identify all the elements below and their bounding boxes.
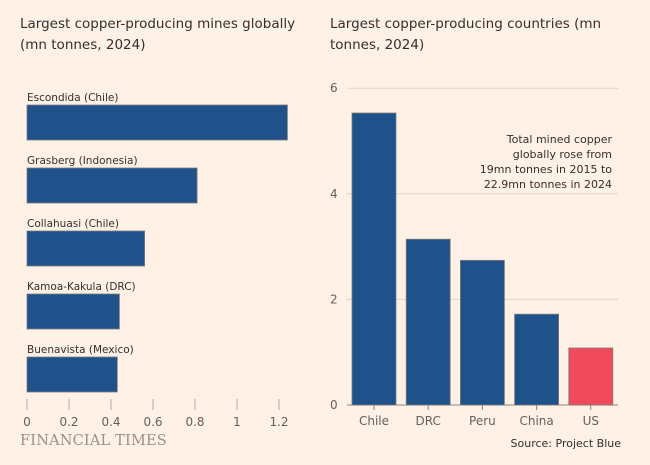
bar: [568, 347, 614, 406]
bar-label: Buenavista (Mexico): [27, 344, 134, 356]
x-tick-label: 1: [233, 415, 241, 429]
annotation-line: 19mn tonnes in 2015 to: [480, 163, 612, 176]
annotation-line: Total mined copper: [506, 133, 613, 146]
x-tick-label: Peru: [469, 414, 496, 428]
x-tick-label: 0.2: [59, 415, 78, 429]
countries-chart-title: Largest copper-producing countries (mn t…: [330, 16, 602, 53]
y-tick-label: 4: [330, 187, 338, 201]
y-tick-label: 2: [330, 292, 338, 306]
bar-label: Collahuasi (Chile): [27, 218, 119, 230]
x-tick-label: Chile: [359, 414, 389, 428]
bar: [26, 293, 120, 330]
annotation-line: globally rose from: [513, 148, 612, 161]
bar: [26, 104, 288, 141]
bar: [351, 112, 397, 406]
bar-label: Kamoa-Kakula (DRC): [27, 281, 136, 293]
mines-chart-title: Largest copper-producing mines globally …: [20, 16, 296, 53]
x-tick-label: DRC: [416, 414, 441, 428]
x-tick-label: 0: [23, 415, 31, 429]
bar-label: Escondida (Chile): [27, 92, 118, 104]
y-tick-label: 6: [330, 81, 338, 95]
bar: [514, 313, 559, 406]
x-tick-label: 0.4: [101, 415, 120, 429]
annotation-line: 22.9mn tonnes in 2024: [484, 178, 612, 191]
bar: [405, 238, 451, 406]
bar: [26, 356, 118, 393]
ft-logo: FINANCIAL TIMES: [20, 433, 167, 449]
x-tick-label: 0.8: [185, 415, 204, 429]
x-tick-label: 1.2: [269, 415, 288, 429]
bar-label: Grasberg (Indonesia): [27, 155, 138, 167]
x-tick-label: 0.6: [143, 415, 162, 429]
x-tick-label: China: [519, 414, 553, 428]
bar: [26, 230, 145, 267]
x-tick-label: US: [583, 414, 599, 428]
bar: [459, 259, 505, 406]
bar: [26, 167, 198, 204]
source-note: Source: Project Blue: [510, 437, 621, 450]
y-tick-label: 0: [330, 398, 338, 412]
